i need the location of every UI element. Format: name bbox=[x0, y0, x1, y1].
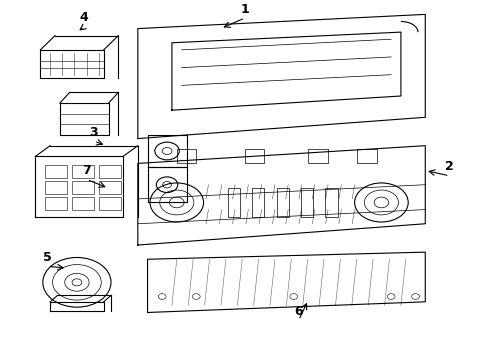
Bar bbox=[277, 188, 289, 217]
Bar bbox=[99, 165, 121, 177]
Bar bbox=[245, 149, 265, 163]
Bar bbox=[45, 165, 67, 177]
Text: 7: 7 bbox=[82, 164, 91, 177]
Text: 1: 1 bbox=[241, 3, 249, 15]
Bar bbox=[72, 181, 94, 194]
Bar bbox=[72, 197, 94, 210]
Text: 4: 4 bbox=[80, 12, 89, 24]
Bar bbox=[325, 188, 338, 217]
Bar bbox=[308, 149, 328, 163]
Text: 3: 3 bbox=[90, 126, 98, 139]
Bar bbox=[99, 197, 121, 210]
Bar bbox=[357, 149, 376, 163]
Bar bbox=[45, 197, 67, 210]
Text: 6: 6 bbox=[294, 305, 303, 318]
Bar bbox=[301, 188, 313, 217]
Bar bbox=[45, 181, 67, 194]
Bar bbox=[177, 149, 196, 163]
Bar bbox=[99, 181, 121, 194]
Bar bbox=[228, 188, 240, 217]
Bar bbox=[72, 165, 94, 177]
Text: 2: 2 bbox=[445, 161, 454, 174]
Text: 5: 5 bbox=[43, 251, 52, 264]
Bar bbox=[252, 188, 265, 217]
